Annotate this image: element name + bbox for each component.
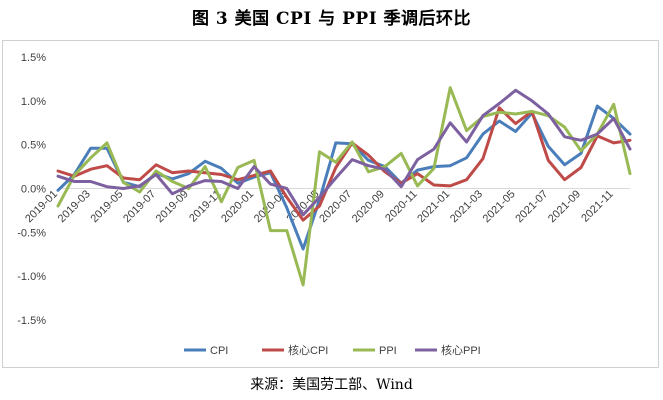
series-line-核心PPI bbox=[56, 88, 632, 217]
x-tick-label: 2021-03 bbox=[448, 188, 485, 225]
y-tick-label: -1.5% bbox=[17, 315, 46, 327]
y-tick-label: 0.0% bbox=[21, 184, 46, 196]
x-tick-label: 2019-03 bbox=[56, 188, 93, 225]
series-line-PPI bbox=[56, 86, 632, 287]
series-line-核心CPI bbox=[56, 106, 632, 222]
x-tick-label: 2021-11 bbox=[579, 188, 615, 224]
y-tick-label: -1.0% bbox=[17, 271, 46, 283]
chart-frame bbox=[2, 40, 659, 368]
y-tick-label: 1.0% bbox=[21, 96, 46, 108]
x-tick-label: 2021-09 bbox=[546, 188, 583, 225]
y-axis: 1.5% 1.0% 0.5% 0.0% -0.5% -1.0% -1.5% bbox=[17, 52, 46, 327]
y-tick-label: 1.5% bbox=[21, 52, 46, 64]
x-tick-label: 2019-07 bbox=[121, 188, 158, 225]
y-tick-label: -0.5% bbox=[17, 227, 46, 239]
legend: CPI 核心CPI PPI 核心PPI bbox=[184, 343, 481, 357]
chart-title: 图 3 美国 CPI 与 PPI 季调后环比 bbox=[191, 9, 472, 29]
legend-label: CPI bbox=[210, 345, 228, 357]
y-tick-label: 0.5% bbox=[21, 140, 46, 152]
source-note: 来源：美国劳工部、Wind bbox=[250, 377, 413, 393]
x-tick-label: 2021-07 bbox=[513, 188, 550, 225]
x-tick-label: 2020-09 bbox=[350, 188, 387, 225]
x-tick-label: 2021-05 bbox=[481, 188, 518, 225]
legend-label: PPI bbox=[379, 345, 397, 357]
x-tick-label: 2019-05 bbox=[88, 188, 125, 225]
series-lines bbox=[56, 86, 632, 287]
x-tick-label: 2021-01 bbox=[415, 188, 452, 225]
legend-label: 核心PPI bbox=[441, 343, 481, 357]
x-tick-label: 2020-11 bbox=[383, 188, 419, 224]
legend-label: 核心CPI bbox=[288, 343, 328, 357]
